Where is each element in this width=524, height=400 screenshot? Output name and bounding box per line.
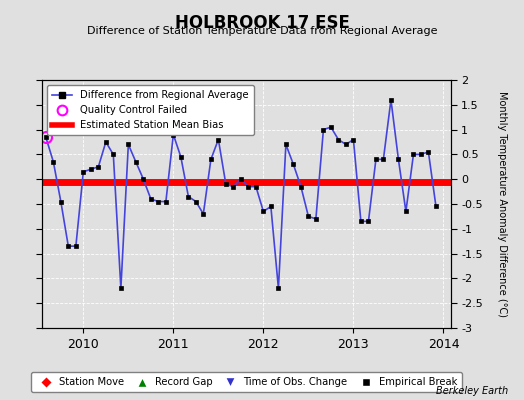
Difference from Regional Average	[42, 135, 49, 140]
Difference from Regional Average	[275, 286, 281, 291]
Text: HOLBROOK 17 ESE: HOLBROOK 17 ESE	[174, 14, 350, 32]
Legend: Station Move, Record Gap, Time of Obs. Change, Empirical Break: Station Move, Record Gap, Time of Obs. C…	[31, 372, 462, 392]
Line: Difference from Regional Average: Difference from Regional Average	[43, 98, 439, 291]
Difference from Regional Average	[433, 204, 439, 209]
Difference from Regional Average	[350, 137, 356, 142]
Difference from Regional Average	[305, 214, 312, 219]
Difference from Regional Average	[118, 286, 124, 291]
Difference from Regional Average	[298, 184, 304, 189]
Difference from Regional Average	[155, 199, 161, 204]
Difference from Regional Average	[283, 142, 289, 147]
Text: Berkeley Earth: Berkeley Earth	[436, 386, 508, 396]
Y-axis label: Monthly Temperature Anomaly Difference (°C): Monthly Temperature Anomaly Difference (…	[497, 91, 507, 317]
Text: Difference of Station Temperature Data from Regional Average: Difference of Station Temperature Data f…	[87, 26, 437, 36]
Difference from Regional Average	[388, 98, 394, 102]
